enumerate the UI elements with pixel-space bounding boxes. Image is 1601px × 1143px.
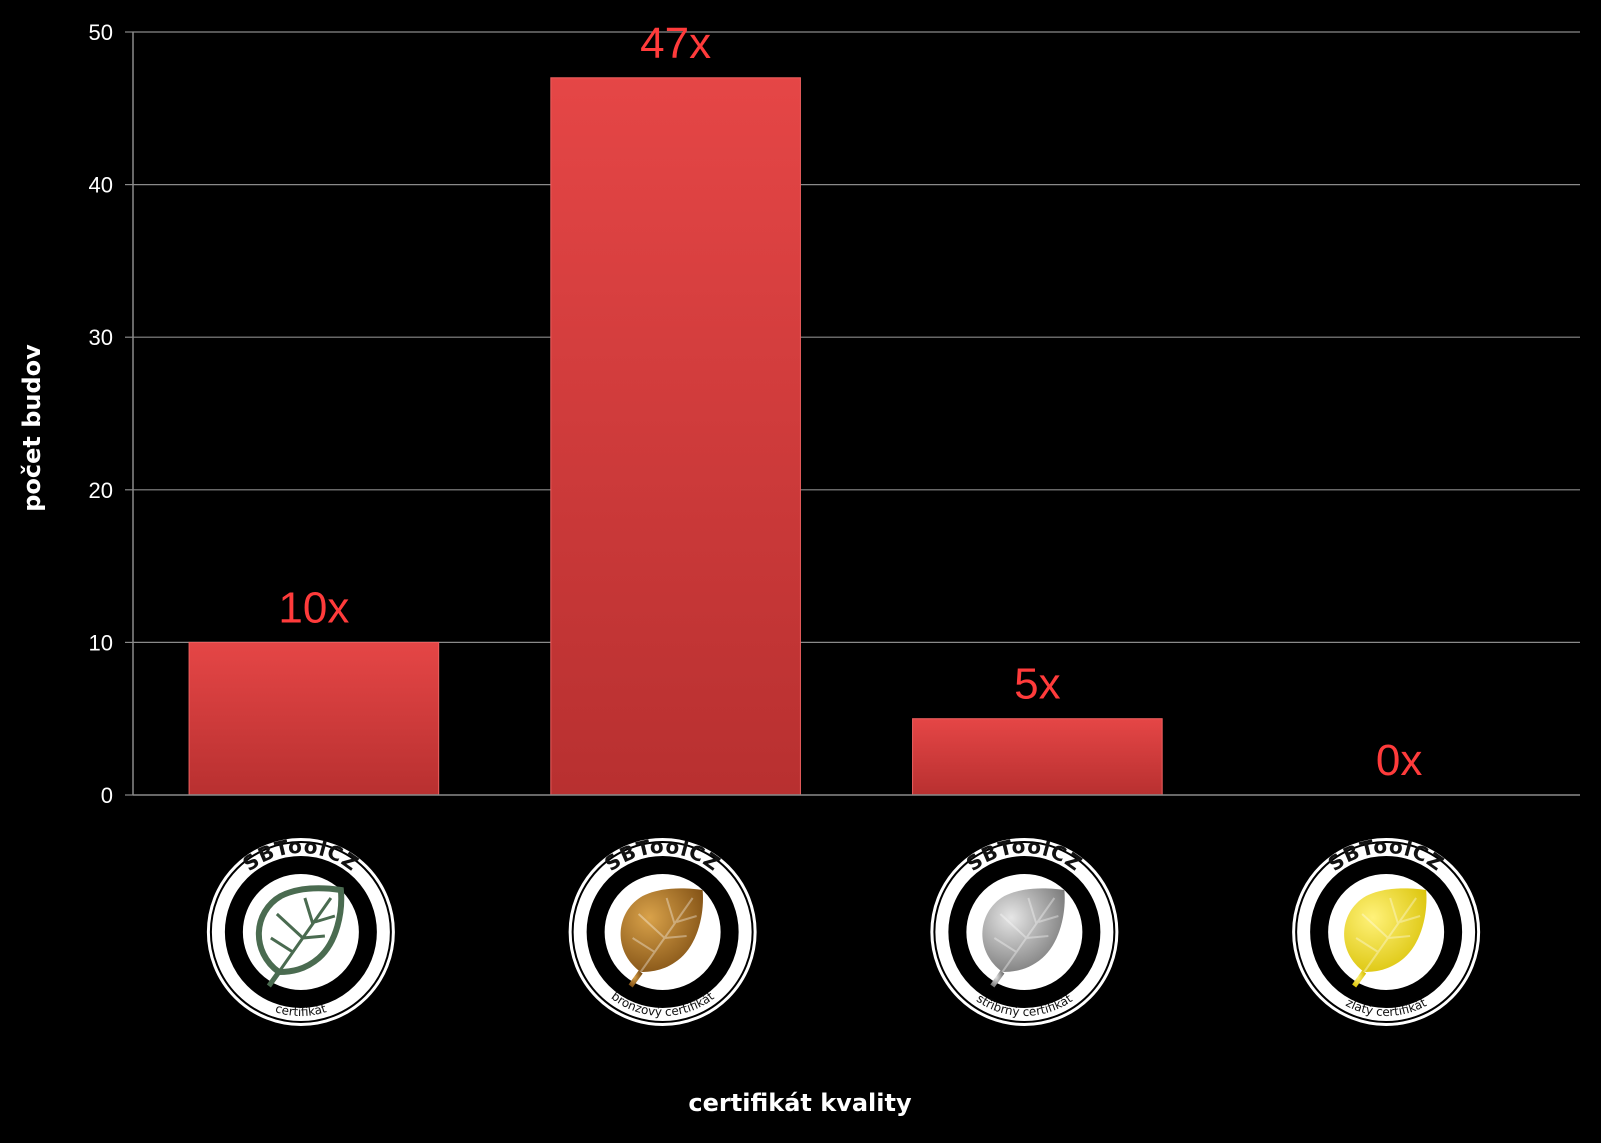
badge-bottom-text: certifikát: [274, 1001, 328, 1019]
y-axis-title: počet budov: [18, 344, 46, 512]
leaf-stem: [1352, 970, 1367, 988]
y-tick-label: 50: [89, 20, 113, 45]
leaf-veins: [270, 897, 336, 973]
bars: [188, 77, 1163, 796]
y-tick-label: 40: [89, 173, 113, 198]
badge-ring-line: [1295, 841, 1478, 1023]
leaf-icon: [982, 888, 1065, 972]
x-axis-title: certifikát kvality: [688, 1089, 912, 1117]
data-label-4: 0x: [1376, 736, 1422, 785]
badge-ring-black: [224, 856, 377, 1008]
bar-2: [550, 77, 801, 796]
data-label-3: 5x: [1014, 660, 1060, 709]
y-axis-ticks: 0 10 20 30 40 50: [89, 20, 134, 808]
leaf-stem: [266, 970, 281, 988]
badge-ring-line: [933, 841, 1116, 1023]
data-labels: 10x 47x 5x 0x: [278, 19, 1422, 785]
leaf-icon: [620, 888, 703, 972]
bar-3: [912, 718, 1163, 796]
leaf-veins: [993, 897, 1059, 973]
gridlines: [133, 31, 1580, 644]
badge-ring-line: [571, 841, 754, 1023]
bar-1: [188, 641, 440, 796]
y-tick-label: 0: [101, 783, 113, 808]
y-tick-label: 30: [89, 325, 113, 350]
leaf-icon: [1344, 888, 1427, 972]
leaf-stem: [628, 970, 643, 988]
data-label-1: 10x: [278, 583, 349, 632]
leaf-stem: [990, 970, 1005, 988]
y-tick-label: 10: [89, 630, 113, 655]
leaf-icon: [255, 885, 345, 976]
badge-ring-line: [209, 841, 392, 1023]
y-tick-label: 20: [89, 478, 113, 503]
leaf-veins: [1355, 897, 1421, 973]
data-label-2: 47x: [640, 19, 711, 68]
leaf-veins: [632, 897, 697, 973]
